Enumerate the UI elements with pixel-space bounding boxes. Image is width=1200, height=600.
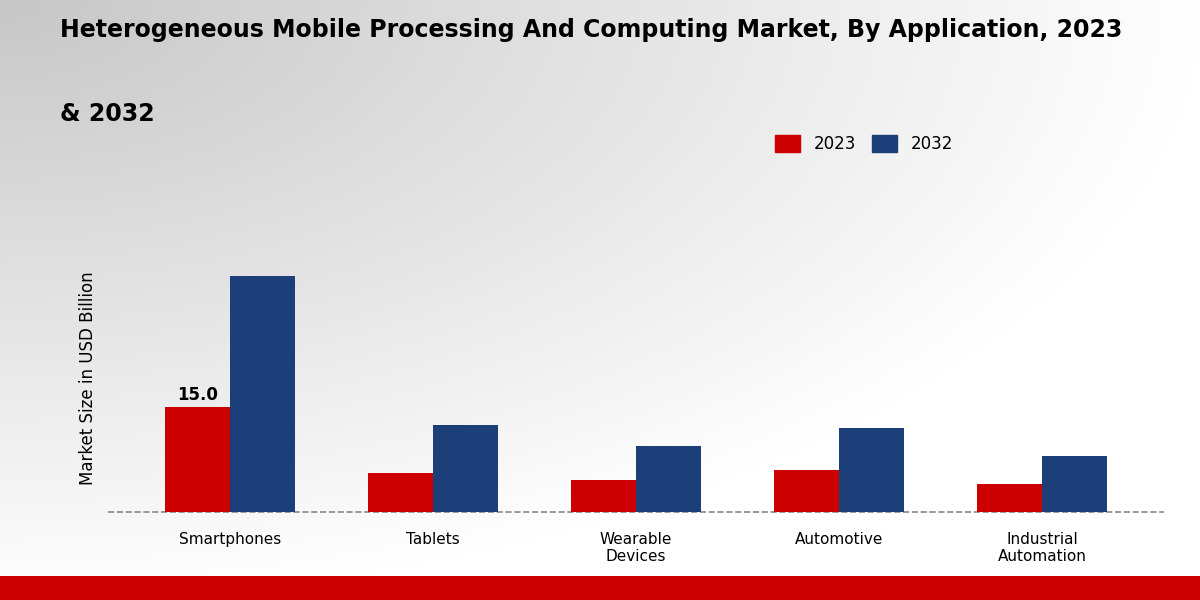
- Bar: [164, 407, 230, 512]
- Bar: [368, 473, 433, 512]
- Bar: [636, 446, 701, 512]
- Bar: [774, 470, 839, 512]
- Legend: 2023, 2032: 2023, 2032: [768, 128, 960, 160]
- Bar: [1042, 456, 1108, 512]
- Text: Heterogeneous Mobile Processing And Computing Market, By Application, 2023: Heterogeneous Mobile Processing And Comp…: [60, 18, 1122, 42]
- Bar: [839, 428, 904, 512]
- Bar: [433, 425, 498, 512]
- Bar: [230, 275, 295, 512]
- Bar: [977, 484, 1042, 512]
- Y-axis label: Market Size in USD Billion: Market Size in USD Billion: [79, 271, 97, 485]
- Text: & 2032: & 2032: [60, 102, 155, 126]
- Bar: [571, 481, 636, 512]
- Text: 15.0: 15.0: [176, 386, 217, 404]
